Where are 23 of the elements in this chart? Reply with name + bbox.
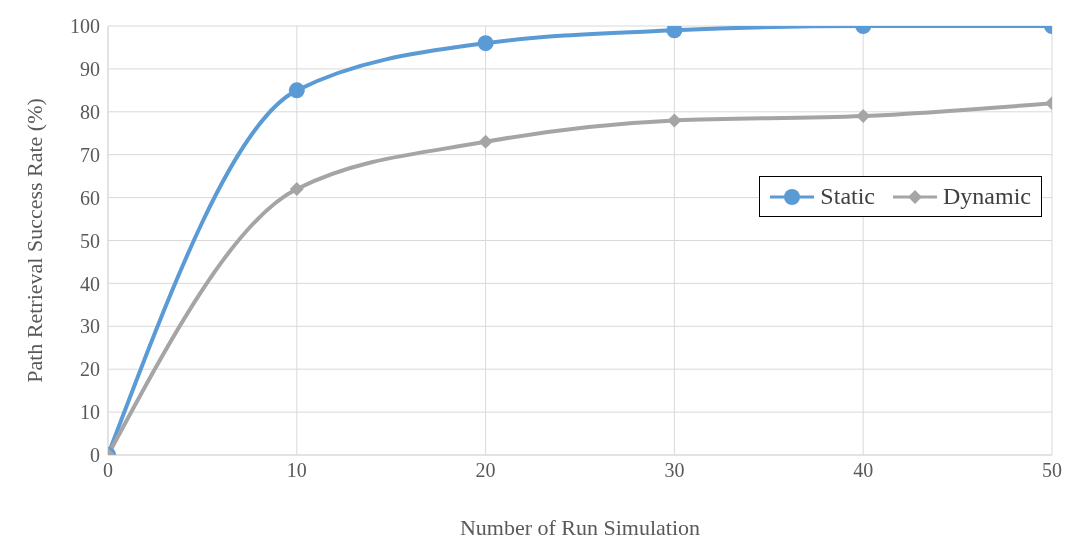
x-tick-label: 20 bbox=[475, 459, 496, 482]
y-tick-label: 50 bbox=[80, 229, 100, 252]
y-tick-label: 80 bbox=[80, 100, 100, 123]
x-tick-label: 30 bbox=[664, 459, 685, 482]
point bbox=[477, 35, 494, 52]
point bbox=[667, 113, 682, 128]
x-tick-label: 10 bbox=[286, 459, 307, 482]
y-tick-label: 40 bbox=[80, 272, 100, 295]
legend-label: Dynamic bbox=[943, 183, 1031, 210]
y-tick-label: 100 bbox=[70, 15, 100, 38]
y-tick-label: 90 bbox=[80, 58, 100, 80]
x-axis-title: Number of Run Simulation bbox=[459, 515, 701, 540]
y-axis-title: Path Retrieval Success Rate (%) bbox=[21, 98, 47, 383]
y-tick-label: 10 bbox=[80, 401, 100, 424]
y-tick-label: 30 bbox=[80, 315, 100, 338]
y-tick-label: 0 bbox=[90, 444, 100, 467]
y-tick-label: 70 bbox=[80, 143, 100, 166]
y-tick-label: 20 bbox=[80, 358, 100, 381]
x-tick-label: 40 bbox=[853, 459, 874, 482]
legend-label: Static bbox=[820, 183, 876, 210]
point bbox=[478, 134, 493, 149]
y-tick-label: 60 bbox=[80, 186, 100, 209]
x-tick-label: 50 bbox=[1042, 459, 1062, 482]
